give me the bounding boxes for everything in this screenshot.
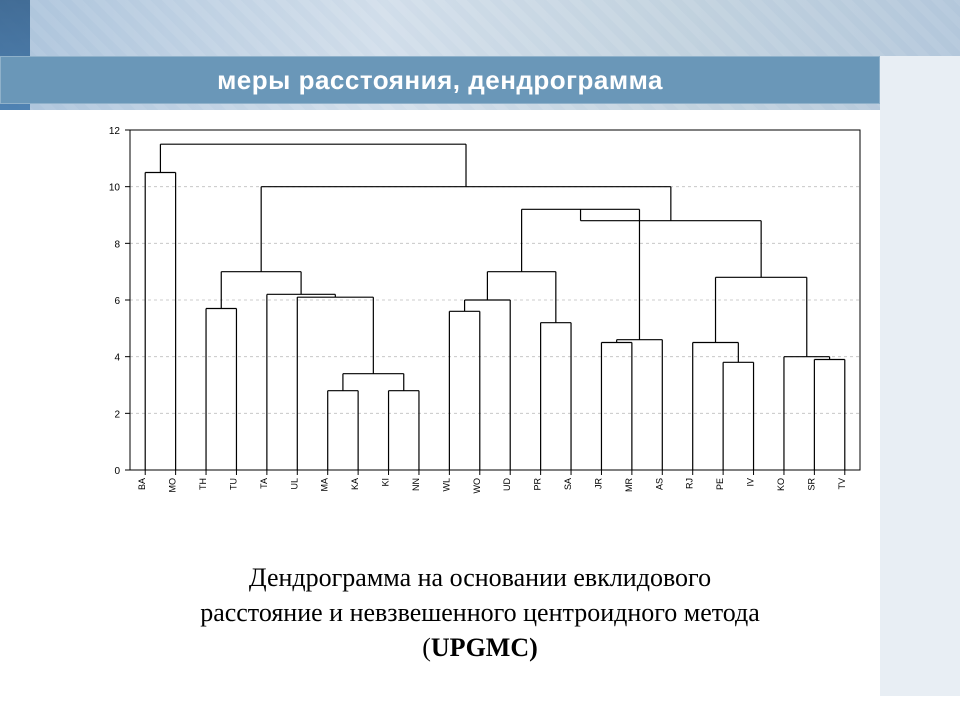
svg-text:MR: MR: [624, 478, 634, 492]
svg-text:10: 10: [109, 183, 121, 194]
svg-text:TV: TV: [837, 478, 847, 490]
svg-text:JR: JR: [593, 478, 603, 490]
caption-line-1: Дендрограмма на основании евклидового: [249, 563, 711, 592]
svg-text:2: 2: [114, 409, 120, 420]
svg-text:0: 0: [114, 466, 120, 477]
svg-text:8: 8: [114, 239, 120, 250]
chart-caption: Дендрограмма на основании евклидового ра…: [0, 560, 960, 665]
svg-text:WO: WO: [472, 478, 482, 494]
caption-line-2: расстояние и невзвешенного центроидного …: [200, 598, 760, 627]
title-bar: меры расстояния, дендрограмма: [0, 56, 880, 104]
svg-text:KO: KO: [776, 478, 786, 491]
svg-text:AS: AS: [654, 478, 664, 490]
svg-text:PE: PE: [715, 478, 725, 490]
page-title: меры расстояния, дендрограмма: [217, 65, 663, 96]
svg-text:4: 4: [114, 353, 120, 364]
dendrogram-chart: 0 2 4 6 8 10 12 BA MO TH TU TA UL MA KA KI NN WL WO UD PR SA J…: [60, 120, 880, 520]
svg-text:TH: TH: [198, 478, 208, 490]
svg-text:WL: WL: [441, 478, 451, 492]
svg-text:IV: IV: [746, 478, 756, 487]
svg-text:TU: TU: [228, 478, 238, 490]
svg-text:MO: MO: [168, 478, 178, 493]
caption-line-3-prefix: (: [422, 633, 431, 662]
svg-text:MA: MA: [320, 478, 330, 492]
svg-text:UL: UL: [289, 478, 299, 490]
svg-text:SA: SA: [563, 478, 573, 490]
svg-text:6: 6: [114, 296, 120, 307]
svg-text:TA: TA: [259, 478, 269, 489]
svg-text:12: 12: [109, 126, 121, 137]
svg-text:SR: SR: [806, 478, 816, 491]
svg-text:PR: PR: [533, 478, 543, 491]
svg-text:RJ: RJ: [685, 478, 695, 489]
svg-text:KI: KI: [381, 478, 391, 487]
svg-text:BA: BA: [137, 478, 147, 490]
svg-text:NN: NN: [411, 478, 421, 491]
svg-text:KA: KA: [350, 478, 360, 490]
caption-line-3-bold: UPGMC): [431, 633, 538, 662]
dendrogram-svg: 0 2 4 6 8 10 12 BA MO TH TU TA UL MA KA KI NN WL WO UD PR SA J…: [60, 120, 880, 520]
svg-text:UD: UD: [502, 478, 512, 491]
